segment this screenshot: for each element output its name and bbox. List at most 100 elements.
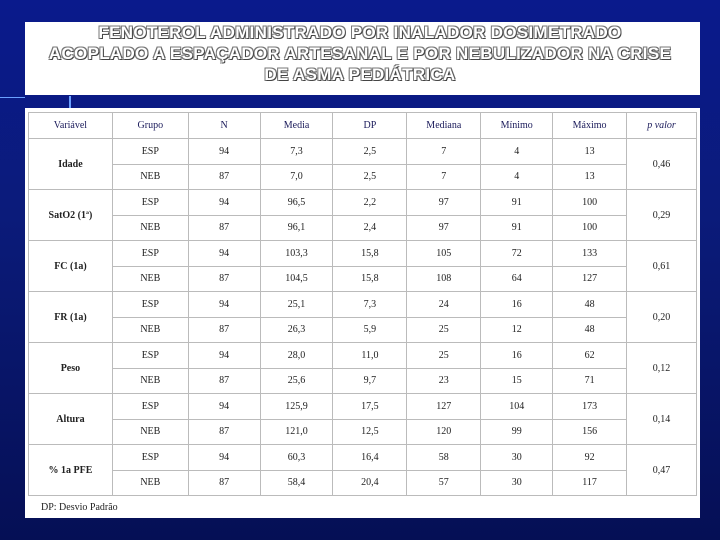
table-cell: 13	[552, 163, 628, 190]
variable-cell: Altura	[28, 393, 113, 445]
table-cell: 2,2	[332, 189, 408, 216]
footnote: DP: Desvio Padrão	[41, 502, 118, 513]
column-header: N	[187, 112, 261, 139]
table-row: NEB 87 121,0 12,5 120 99 156	[29, 418, 697, 445]
table-row: NEB 87 104,5 15,8 108 64 127	[29, 265, 697, 292]
table-cell: 71	[552, 367, 628, 394]
table-row: SatO2 (1ª) ESP 94 96,5 2,2 97 91 100 0,29	[28, 189, 697, 241]
table-cell: 87	[187, 469, 261, 496]
table-cell: 7,0	[259, 163, 334, 190]
table-row: NEB 87 26,3 5,9 25 12 48	[29, 316, 697, 343]
column-header: Grupo	[111, 112, 189, 139]
table-cell: 24	[406, 291, 482, 318]
column-header: Variável	[28, 112, 113, 139]
table-body: Idade ESP 94 7,3 2,5 7 4 13 0,46 NEB 87 7,0 2,5 7 4 13 S…	[28, 138, 697, 496]
table-cell: 117	[552, 469, 628, 496]
table-cell: NEB	[111, 214, 189, 241]
table-cell: 92	[552, 444, 628, 471]
table-cell: 156	[552, 418, 628, 445]
table-row: Peso ESP 94 28,0 11,0 25 16 62 0,12	[28, 342, 697, 394]
title-line: ACOPLADO A ESPAÇADOR ARTESANAL E POR NEB…	[48, 44, 672, 63]
table-cell: 15	[480, 367, 554, 394]
table-cell: 48	[552, 291, 628, 318]
table-cell: 20,4	[332, 469, 408, 496]
p-value-cell: 0,46	[626, 138, 697, 190]
table-row: % 1a PFE ESP 94 60,3 16,4 58 30 92 0,47	[28, 444, 697, 496]
variable-cell: % 1a PFE	[28, 444, 113, 496]
table-cell: 4	[480, 163, 554, 190]
variable-cell: FC (1a)	[28, 240, 113, 292]
p-value-cell: 0,47	[626, 444, 697, 496]
table-cell: 121,0	[259, 418, 334, 445]
table-cell: 25	[406, 342, 482, 369]
table-cell: 87	[187, 367, 261, 394]
table-cell: 2,5	[332, 138, 408, 165]
p-value-cell: 0,29	[626, 189, 697, 241]
table-cell: NEB	[111, 469, 189, 496]
table-cell: 94	[187, 291, 261, 318]
table-cell: 25,1	[259, 291, 334, 318]
table-cell: 97	[406, 214, 482, 241]
table-cell: 57	[406, 469, 482, 496]
table-cell: 25	[406, 316, 482, 343]
table-cell: 25,6	[259, 367, 334, 394]
table-cell: 99	[480, 418, 554, 445]
table-cell: 16	[480, 342, 554, 369]
table-cell: 13	[552, 138, 628, 165]
table-cell: ESP	[111, 342, 189, 369]
variable-cell: Idade	[28, 138, 113, 190]
table-cell: 48	[552, 316, 628, 343]
table-cell: 100	[552, 214, 628, 241]
table-row: NEB 87 7,0 2,5 7 4 13	[29, 163, 697, 190]
table-cell: 12,5	[332, 418, 408, 445]
table-cell: 94	[187, 342, 261, 369]
table-cell: NEB	[111, 316, 189, 343]
table-cell: 100	[552, 189, 628, 216]
column-header: p valor	[626, 112, 697, 139]
table-cell: ESP	[111, 240, 189, 267]
table-row: Idade ESP 94 7,3 2,5 7 4 13 0,46	[28, 138, 697, 190]
table-cell: 120	[406, 418, 482, 445]
table-cell: 91	[480, 214, 554, 241]
table-cell: 96,5	[259, 189, 334, 216]
table-row: FR (1a) ESP 94 25,1 7,3 24 16 48 0,20	[28, 291, 697, 343]
table-cell: 7,3	[332, 291, 408, 318]
table-cell: 103,3	[259, 240, 334, 267]
table-cell: 4	[480, 138, 554, 165]
table-cell: 94	[187, 393, 261, 420]
variable-cell: Peso	[28, 342, 113, 394]
table-cell: 87	[187, 316, 261, 343]
table-cell: 127	[406, 393, 482, 420]
p-value-cell: 0,14	[626, 393, 697, 445]
table-cell: ESP	[111, 138, 189, 165]
table-cell: 30	[480, 469, 554, 496]
table-cell: 58,4	[259, 469, 334, 496]
table-cell: 23	[406, 367, 482, 394]
table-cell: 87	[187, 214, 261, 241]
table-cell: 94	[187, 240, 261, 267]
table-cell: 97	[406, 189, 482, 216]
table-cell: 62	[552, 342, 628, 369]
table-cell: NEB	[111, 367, 189, 394]
decoration	[0, 97, 25, 98]
table-row: FC (1a) ESP 94 103,3 15,8 105 72 133 0,61	[28, 240, 697, 292]
variable-cell: FR (1a)	[28, 291, 113, 343]
table-cell: 7,3	[259, 138, 334, 165]
table-sheet: Variável Grupo N Media DP Mediana Mínimo Máximo…	[25, 108, 700, 518]
table-cell: 91	[480, 189, 554, 216]
table-cell: 28,0	[259, 342, 334, 369]
table-cell: 30	[480, 444, 554, 471]
table-cell: 16	[480, 291, 554, 318]
column-header: Mínimo	[480, 112, 554, 139]
table-cell: 96,1	[259, 214, 334, 241]
title-backdrop	[25, 22, 700, 95]
table-cell: 127	[552, 265, 628, 292]
table-cell: 7	[406, 163, 482, 190]
table-cell: 108	[406, 265, 482, 292]
p-value-cell: 0,12	[626, 342, 697, 394]
table-row: Altura ESP 94 125,9 17,5 127 104 173 0,14	[28, 393, 697, 445]
table-cell: 87	[187, 163, 261, 190]
table-cell: 105	[406, 240, 482, 267]
header-row: Variável Grupo N Media DP Mediana Mínimo Máximo…	[28, 112, 697, 139]
